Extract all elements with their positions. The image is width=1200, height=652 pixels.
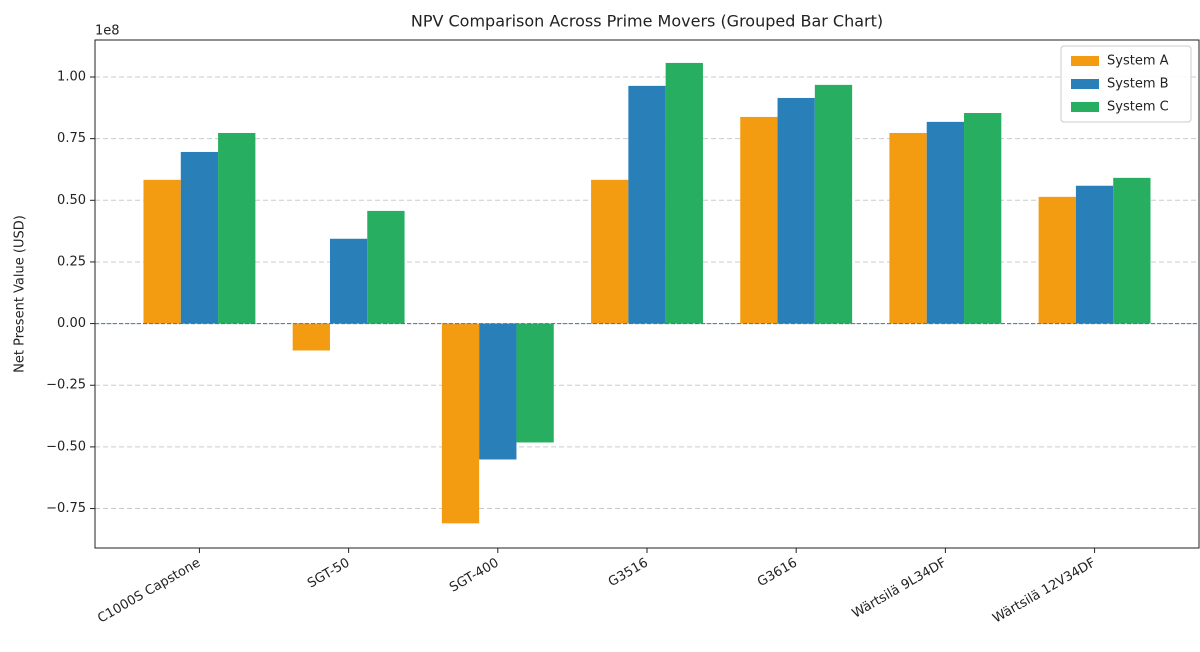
x-tick-label: Wärtsilä 12V34DF bbox=[990, 556, 1098, 627]
y-tick-label: −0.50 bbox=[46, 439, 86, 454]
bar bbox=[964, 112, 1002, 324]
legend-label: System C bbox=[1107, 100, 1169, 115]
legend-label: System A bbox=[1107, 54, 1169, 69]
y-tick-label: −0.25 bbox=[46, 378, 86, 393]
bar bbox=[441, 323, 480, 524]
x-tick-label: G3616 bbox=[755, 556, 800, 591]
y-tick-label: 0.00 bbox=[57, 316, 86, 331]
bar bbox=[777, 97, 815, 324]
bar bbox=[329, 238, 368, 324]
legend-swatch bbox=[1071, 79, 1099, 89]
y-tick-label: 0.50 bbox=[57, 193, 86, 208]
x-tick-label: Wärtsilä 9L34DF bbox=[850, 556, 949, 622]
bar bbox=[143, 179, 181, 324]
x-tick-label: SGT-50 bbox=[305, 556, 352, 592]
bar bbox=[926, 121, 965, 324]
x-tick-label: C1000S Capstone bbox=[95, 556, 203, 627]
bar bbox=[479, 323, 517, 460]
bar bbox=[628, 85, 666, 324]
y-tick-label: 0.25 bbox=[57, 254, 86, 269]
bar bbox=[889, 132, 927, 324]
bar bbox=[218, 132, 256, 324]
y-axis-label: Net Present Value (USD) bbox=[13, 215, 28, 373]
bar bbox=[180, 151, 219, 324]
bar bbox=[814, 84, 853, 324]
x-tick-label: G3516 bbox=[606, 556, 651, 591]
y-tick-label: −0.75 bbox=[46, 501, 86, 516]
bar bbox=[665, 62, 703, 324]
bar bbox=[1038, 196, 1076, 324]
bar bbox=[1113, 177, 1151, 324]
legend-label: System B bbox=[1107, 77, 1169, 92]
bar bbox=[591, 179, 629, 324]
y-tick-label: 1.00 bbox=[57, 69, 86, 84]
plot-frame bbox=[94, 39, 1200, 549]
x-tick-label: SGT-400 bbox=[447, 556, 501, 596]
bar bbox=[1075, 185, 1114, 324]
y-offset-label: 1e8 bbox=[95, 24, 120, 39]
chart-title: NPV Comparison Across Prime Movers (Grou… bbox=[411, 12, 883, 31]
y-tick-label: 0.75 bbox=[57, 131, 86, 146]
bar bbox=[292, 323, 330, 351]
bar bbox=[516, 323, 554, 443]
legend-swatch bbox=[1071, 56, 1099, 66]
legend-swatch bbox=[1071, 102, 1099, 112]
bar bbox=[740, 116, 778, 324]
bar bbox=[367, 210, 405, 324]
